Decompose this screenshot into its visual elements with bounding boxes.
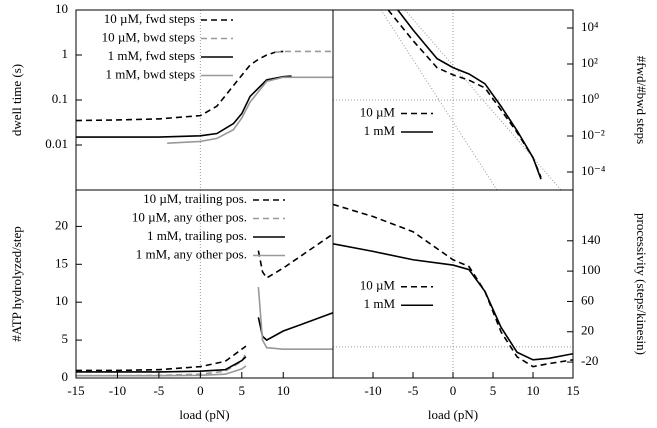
x-tick-label: -10 bbox=[109, 383, 126, 398]
y-tick-label: 60 bbox=[581, 292, 594, 307]
x-tick-label: 10 bbox=[527, 383, 540, 398]
y-tick-label: -20 bbox=[581, 353, 598, 368]
legend-label: 10 µM bbox=[360, 104, 396, 119]
data-line bbox=[167, 76, 333, 144]
data-line bbox=[76, 312, 333, 373]
y-tick-label: 10 bbox=[55, 293, 68, 308]
legend-label: 1 mM bbox=[364, 296, 396, 311]
y-axis-title: processivity (steps/kinesin) bbox=[634, 213, 649, 355]
y-tick-label: 20 bbox=[55, 217, 68, 232]
y-tick-label: 15 bbox=[55, 255, 68, 270]
y-tick-label: 5 bbox=[62, 331, 69, 346]
data-line bbox=[76, 75, 292, 138]
y-tick-label: 10⁰ bbox=[581, 91, 599, 106]
y-tick-label: 10⁴ bbox=[581, 19, 599, 34]
data-line bbox=[274, 50, 333, 54]
x-tick-label: 10 bbox=[277, 383, 290, 398]
x-tick-label: -5 bbox=[153, 383, 164, 398]
y-tick-label: 0.01 bbox=[45, 136, 68, 151]
x-axis-title: load (pN) bbox=[179, 407, 229, 422]
y-tick-label: 140 bbox=[581, 232, 601, 247]
x-tick-label: -10 bbox=[364, 383, 381, 398]
legend-label: 10 µM, any other pos. bbox=[132, 209, 247, 224]
legend-label: 1 mM bbox=[364, 123, 396, 138]
y-tick-label: 0 bbox=[62, 369, 69, 384]
plot-area bbox=[333, 10, 573, 190]
y-tick-label: 0.1 bbox=[52, 91, 68, 106]
x-tick-label: 0 bbox=[450, 383, 457, 398]
legend-label: 1 mM, any other pos. bbox=[136, 246, 247, 261]
x-tick-label: 15 bbox=[567, 383, 580, 398]
y-tick-label: 10² bbox=[581, 55, 598, 70]
legend-label: 10 µM, fwd steps bbox=[104, 11, 195, 26]
legend-label: 1 mM, bwd steps bbox=[105, 66, 195, 81]
y-axis-title: #ATP hydrolyzed/step bbox=[9, 226, 24, 341]
legend-label: 10 µM, bwd steps bbox=[102, 29, 195, 44]
y-axis-title: #fwd/#bwd steps bbox=[634, 56, 649, 144]
plot-frame bbox=[332, 189, 574, 379]
y-tick-label: 20 bbox=[581, 323, 594, 338]
legend-label: 10 µM bbox=[360, 278, 396, 293]
y-tick-label: 10 bbox=[55, 1, 68, 16]
data-line bbox=[76, 233, 333, 372]
plot-area bbox=[76, 10, 333, 190]
x-tick-label: 5 bbox=[490, 383, 497, 398]
data-line bbox=[397, 10, 542, 180]
x-tick-label: -15 bbox=[67, 383, 84, 398]
data-line bbox=[76, 286, 333, 377]
data-line bbox=[387, 10, 542, 178]
plot-area bbox=[333, 190, 573, 378]
x-axis-title: load (pN) bbox=[428, 407, 478, 422]
legend-label: 10 µM, trailing pos. bbox=[143, 191, 247, 206]
legend-label: 1 mM, fwd steps bbox=[108, 48, 195, 63]
y-tick-label: 10⁻² bbox=[581, 127, 605, 142]
data-line bbox=[76, 50, 284, 122]
y-tick-label: 100 bbox=[581, 262, 601, 277]
guide-line bbox=[404, 10, 562, 190]
data-line bbox=[333, 243, 573, 361]
y-tick-label: 10⁻⁴ bbox=[581, 163, 606, 178]
y-axis-title: dwell time (s) bbox=[9, 64, 24, 136]
y-tick-label: 1 bbox=[62, 46, 69, 61]
legend-label: 1 mM, trailing pos. bbox=[147, 228, 247, 243]
x-tick-label: 5 bbox=[239, 383, 246, 398]
x-tick-label: 0 bbox=[197, 383, 204, 398]
x-tick-label: -5 bbox=[408, 383, 419, 398]
